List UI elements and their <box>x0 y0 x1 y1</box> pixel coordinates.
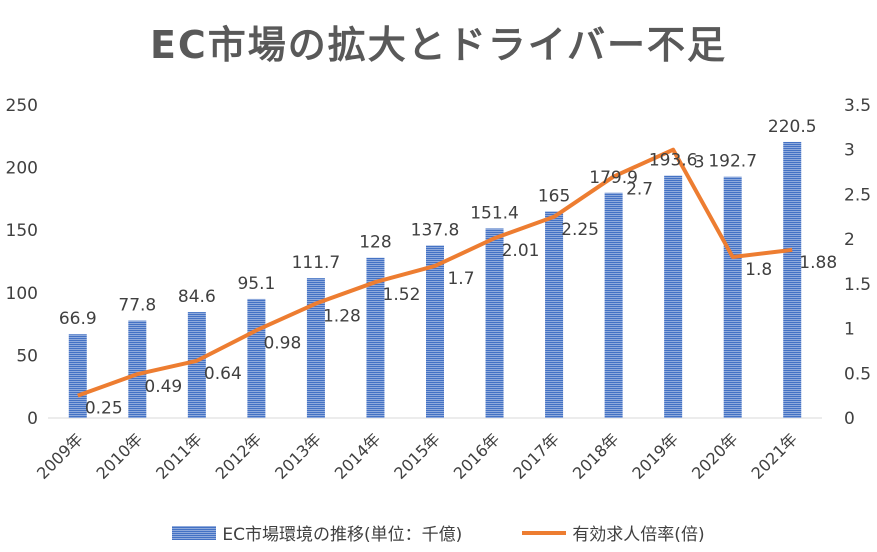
line-value-label: 0.49 <box>144 377 182 397</box>
right-tick-label: 0 <box>844 409 855 429</box>
left-tick-label: 200 <box>6 159 38 179</box>
bar <box>187 312 206 418</box>
legend-item-line: 有効求人倍率(倍) <box>522 520 705 545</box>
bar-value-label: 151.4 <box>470 203 519 223</box>
legend-bar-label: EC市場環境の推移(単位：千億) <box>222 525 463 545</box>
x-tick-label: 2016年 <box>450 429 504 483</box>
bar-value-label: 220.5 <box>768 117 817 137</box>
right-tick-label: 1.5 <box>844 275 871 295</box>
line-path <box>77 147 793 398</box>
line-value-label: 2.25 <box>561 220 599 240</box>
line-value-label: 0.64 <box>204 364 242 384</box>
left-tick-label: 0 <box>27 409 38 429</box>
chart-title: EC市場の拡大とドライバー不足 <box>149 23 728 67</box>
x-tick-label: 2021年 <box>748 429 802 483</box>
bar <box>426 245 444 418</box>
bar <box>604 192 623 418</box>
bar <box>723 176 742 418</box>
line-value-label: 0.25 <box>85 399 123 419</box>
x-tick-label: 2017年 <box>509 429 563 483</box>
line-value-label: 0.98 <box>263 333 301 353</box>
right-tick-label: 0.5 <box>844 364 871 384</box>
bar-value-label: 84.6 <box>178 287 216 307</box>
right-tick-label: 2 <box>844 230 855 250</box>
bar-value-label: 128 <box>359 233 391 253</box>
legend-line-label: 有効求人倍率(倍) <box>572 525 705 545</box>
right-tick-label: 1 <box>844 320 855 340</box>
legend: EC市場環境の推移(単位：千億) 有効求人倍率(倍) <box>0 520 877 545</box>
left-tick-label: 150 <box>6 221 38 241</box>
x-tick-label: 2009年 <box>33 429 87 483</box>
legend-bar-swatch <box>172 525 217 540</box>
line-value-label: 1.52 <box>383 285 421 305</box>
line-value-label: 2.7 <box>626 180 653 200</box>
legend-item-bar: EC市場環境の推移(単位：千億) <box>172 520 462 545</box>
bar <box>68 334 87 418</box>
bar <box>366 257 385 418</box>
line-data-labels: 0.250.490.640.981.281.521.72.012.252.731… <box>85 153 837 419</box>
bar-data-labels: 66.9 77.8 84.6 95.1 111.7 128 137.8 151.4 165 179… <box>59 117 817 329</box>
bar <box>247 298 266 418</box>
x-tick-label: 2018年 <box>569 429 623 483</box>
bar <box>783 141 802 418</box>
bar-value-label: 66.9 <box>59 309 97 329</box>
x-tick-label: 2013年 <box>271 429 325 483</box>
legend-line-swatch <box>522 530 567 535</box>
line-series <box>77 147 793 398</box>
bar <box>485 228 504 418</box>
bar-value-label: 137.8 <box>411 220 460 240</box>
right-tick-label: 2.5 <box>844 185 871 205</box>
right-tick-label: 3 <box>844 141 855 161</box>
line-value-label: 1.7 <box>447 269 474 289</box>
left-tick-label: 250 <box>6 96 38 116</box>
x-tick-label: 2010年 <box>93 429 147 483</box>
x-tick-label: 2015年 <box>390 429 444 483</box>
line-value-label: 1.88 <box>799 253 837 273</box>
line-value-label: 3 <box>694 153 705 173</box>
bar-value-label: 179.9 <box>589 168 638 188</box>
right-axis-ticks: 0 0.5 1 1.5 2 2.5 3 3.5 <box>844 96 871 429</box>
x-tick-label: 2014年 <box>331 429 385 483</box>
x-tick-label: 2020年 <box>688 429 742 483</box>
right-tick-label: 3.5 <box>844 96 871 116</box>
bar <box>545 211 564 418</box>
bar <box>306 278 325 418</box>
bar-value-label: 193.6 <box>649 151 698 171</box>
left-tick-label: 50 <box>16 346 38 366</box>
bar-value-label: 192.7 <box>708 152 757 172</box>
line-value-label: 2.01 <box>502 241 540 261</box>
bar <box>664 175 683 418</box>
x-tick-label: 2011年 <box>152 429 206 483</box>
bar-value-label: 77.8 <box>118 296 156 316</box>
bar <box>128 320 147 418</box>
bar-series <box>68 141 802 418</box>
bar-value-label: 111.7 <box>292 253 341 273</box>
x-tick-label: 2012年 <box>212 429 266 483</box>
x-axis-labels: 2009年 2010年 2011年 2012年 2013年 2014年 2015年 2016年… <box>33 429 801 483</box>
line-value-label: 1.8 <box>745 260 772 280</box>
left-axis-ticks: 0 50 100 150 200 250 <box>6 96 38 429</box>
left-tick-label: 100 <box>6 284 38 304</box>
bar-value-label: 165 <box>538 186 570 206</box>
line-value-label: 1.28 <box>323 307 361 327</box>
x-tick-label: 2019年 <box>628 429 682 483</box>
bar-value-label: 95.1 <box>237 274 275 294</box>
